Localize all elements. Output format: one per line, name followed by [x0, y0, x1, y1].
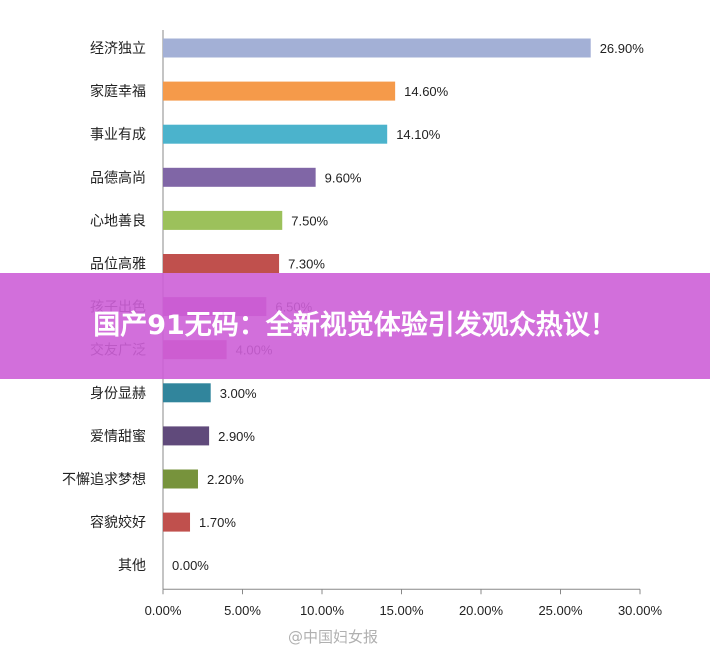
bar [163, 81, 396, 101]
bar [163, 512, 191, 532]
value-label: 3.00% [220, 386, 257, 401]
category-label: 爱情甜蜜 [90, 429, 146, 445]
bar [163, 167, 316, 187]
value-label: 7.50% [291, 213, 328, 228]
value-label: 2.90% [218, 429, 255, 444]
x-tick-label: 20.00% [459, 603, 504, 618]
bar [163, 210, 283, 230]
category-label: 品德高尚 [90, 169, 146, 186]
category-label: 心地善良 [90, 213, 146, 229]
value-label: 9.60% [325, 170, 362, 185]
value-label: 14.10% [396, 127, 441, 142]
bar [163, 38, 591, 58]
x-tick-label: 0.00% [145, 603, 182, 618]
value-label: 0.00% [172, 558, 209, 573]
value-label: 2.20% [207, 472, 244, 487]
category-label: 经济独立 [90, 41, 146, 57]
category-label: 不懈追求梦想 [62, 471, 146, 488]
value-label: 1.70% [199, 515, 236, 530]
bar [163, 124, 388, 144]
value-label: 26.90% [600, 41, 645, 56]
category-label: 容貌姣好 [90, 514, 146, 531]
x-tick-label: 15.00% [379, 603, 424, 618]
bar [163, 254, 280, 273]
category-label: 品位高雅 [90, 256, 146, 273]
category-label: 事业有成 [90, 127, 146, 143]
category-label: 身份显赫 [90, 386, 146, 402]
x-tick-label: 25.00% [538, 603, 583, 618]
watermark-text: @中国妇女报 [288, 628, 379, 646]
x-ticks-group: 0.00% 5.00% 10.00% 15.00% 20.00% 25.00% 30.00% [145, 589, 663, 618]
x-tick-label: 10.00% [300, 603, 345, 618]
category-label: 家庭幸福 [90, 83, 146, 100]
banner-headline[interactable]: 国产91无码：全新视觉体验引发观众热议！ [93, 310, 617, 341]
bar [163, 383, 211, 403]
x-tick-label: 30.00% [618, 603, 663, 618]
category-label: 其他 [118, 558, 146, 574]
value-label: 14.60% [404, 84, 449, 99]
x-tick-label: 5.00% [224, 603, 261, 618]
bar [163, 426, 210, 446]
value-label: 7.30% [288, 257, 325, 272]
bar [163, 469, 198, 489]
overlay-banner[interactable]: 国产91无码：全新视觉体验引发观众热议！ [0, 273, 710, 379]
